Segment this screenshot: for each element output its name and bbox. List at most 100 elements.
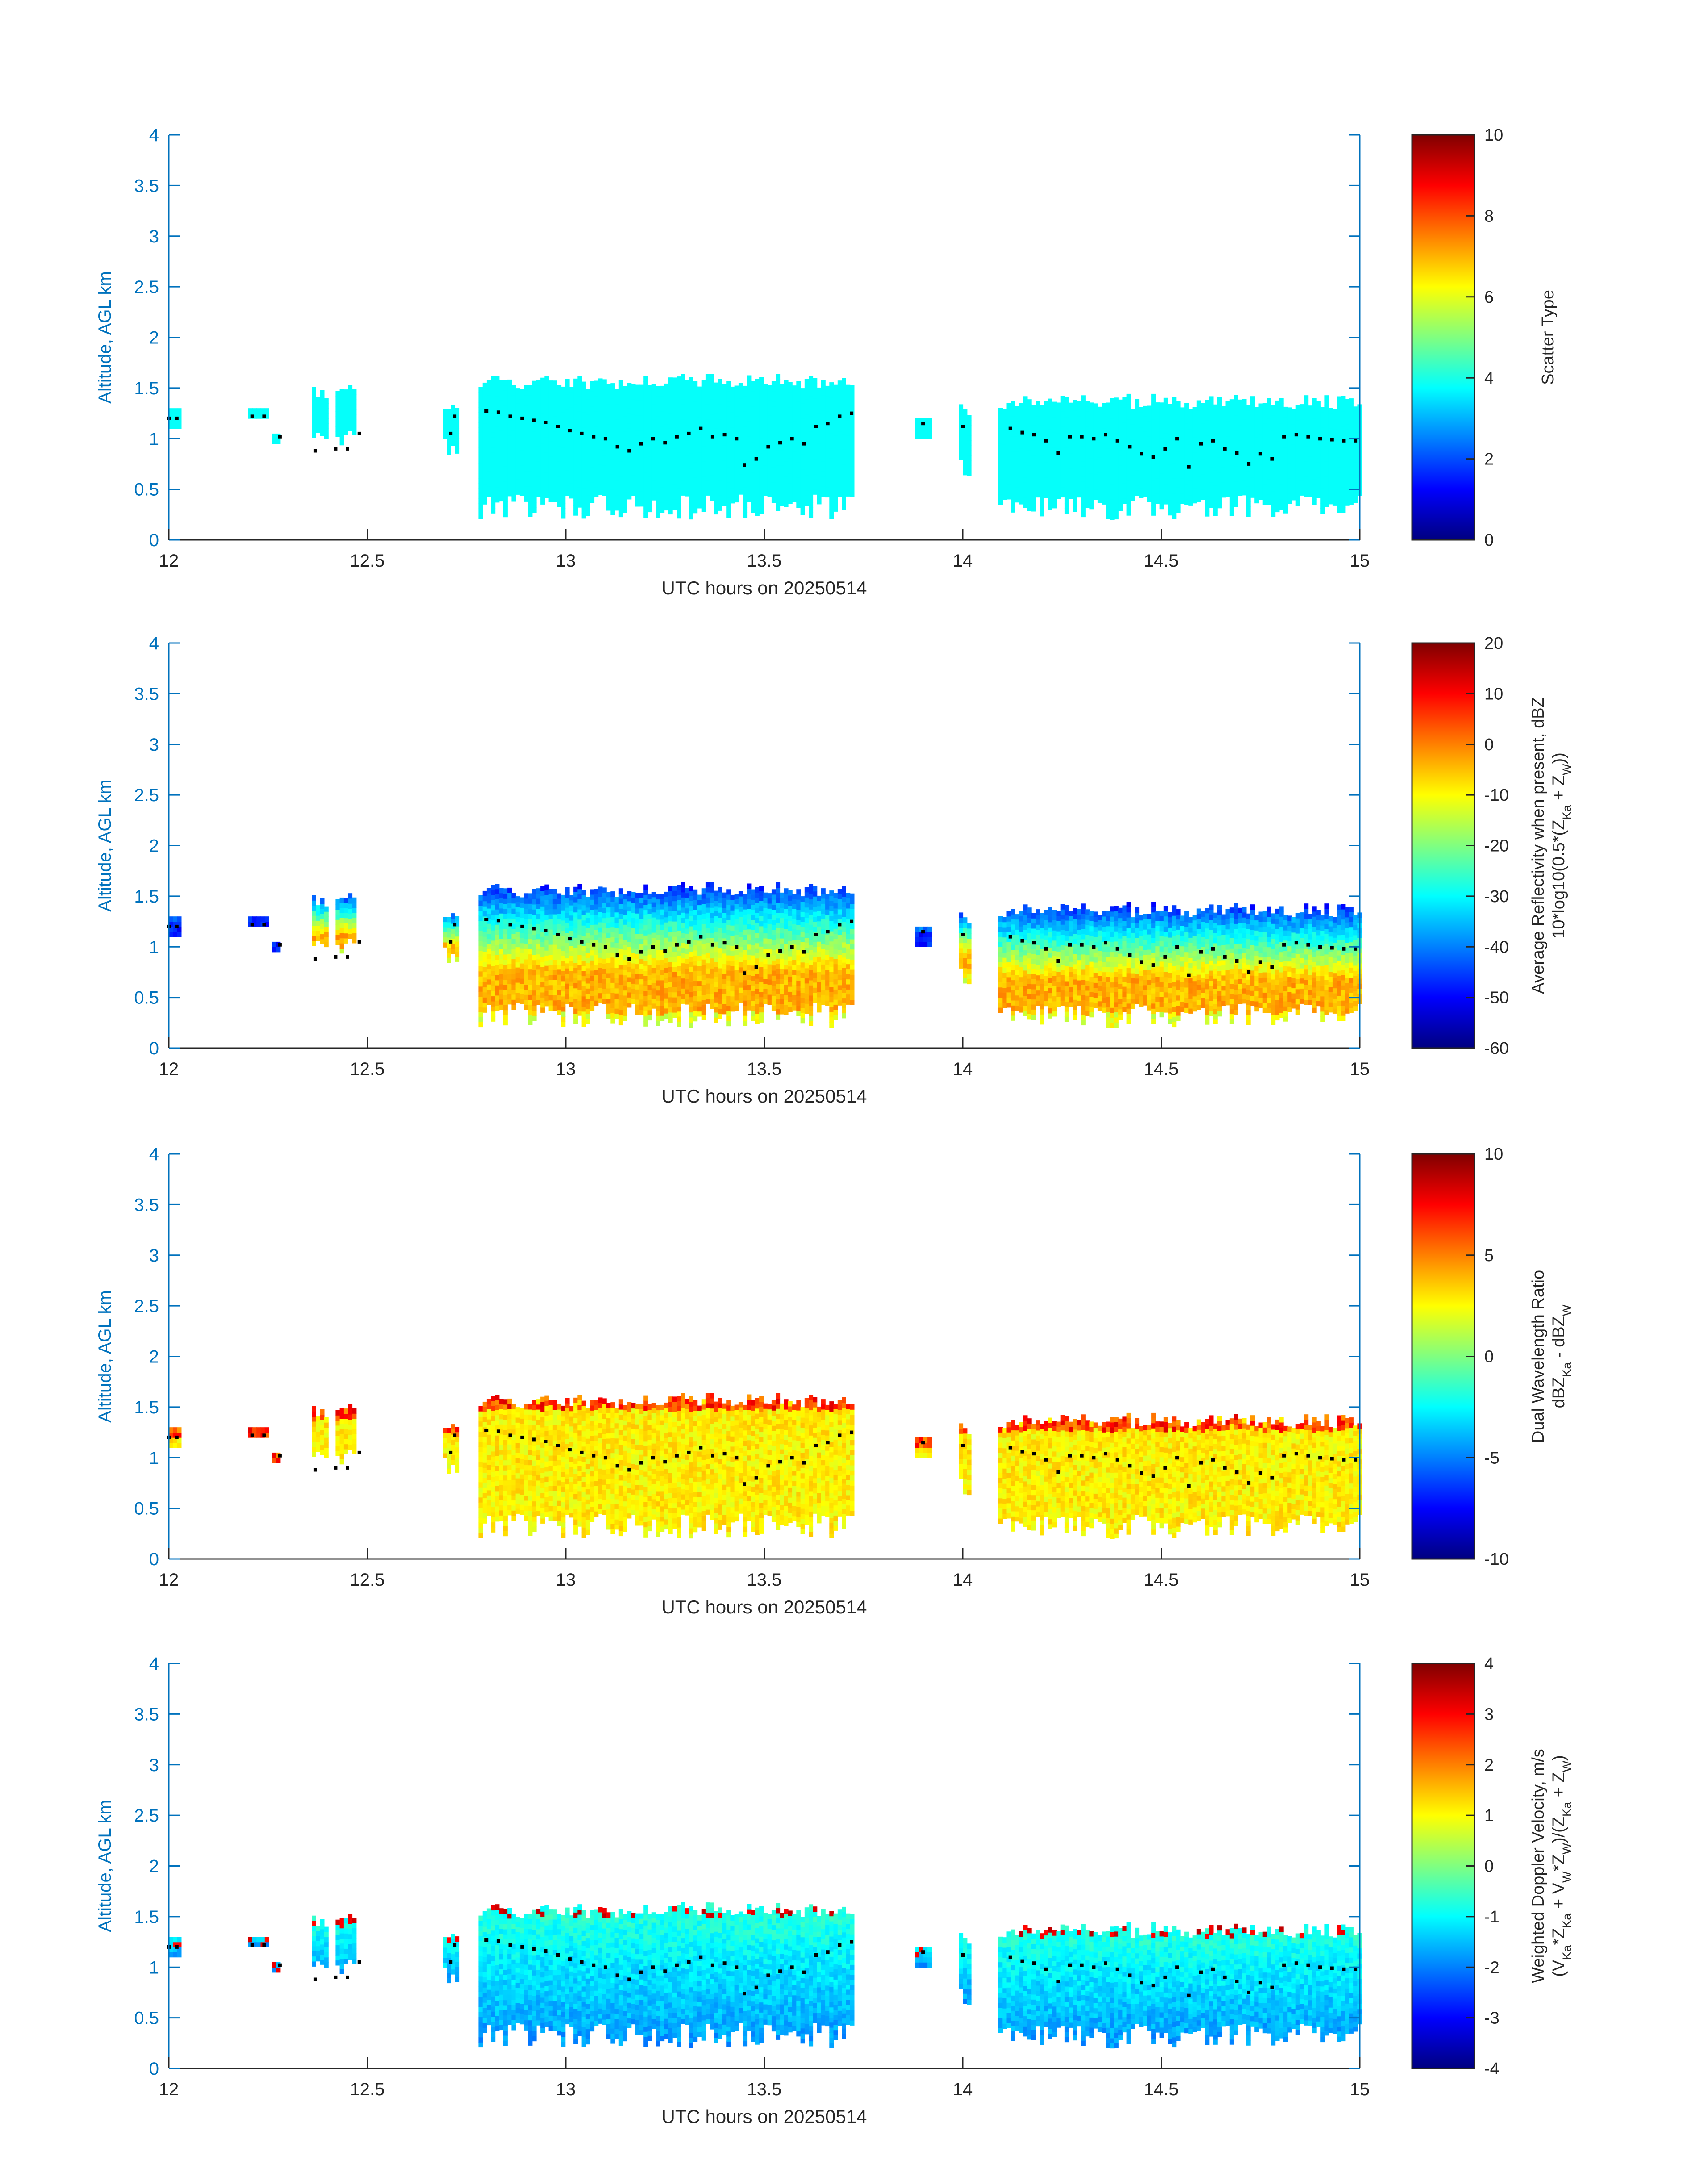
- heatmap-cell: [837, 421, 842, 426]
- heatmap-cell: [447, 409, 451, 414]
- heatmap-cell: [544, 975, 549, 981]
- heatmap-cell: [1110, 489, 1115, 495]
- heatmap-cell: [324, 423, 329, 429]
- heatmap-cell: [776, 481, 781, 486]
- heatmap-cell: [540, 997, 545, 1003]
- heatmap-cell: [173, 418, 178, 424]
- heatmap-cell: [751, 401, 756, 407]
- heatmap-cell: [1118, 506, 1123, 511]
- cloud-base-point: [262, 414, 266, 418]
- heatmap-cell: [1328, 484, 1333, 489]
- heatmap-cell: [1093, 464, 1098, 470]
- heatmap-cell: [276, 439, 281, 444]
- heatmap-cell: [660, 426, 665, 432]
- heatmap-cell: [486, 979, 491, 985]
- heatmap-cell: [1118, 414, 1123, 420]
- heatmap-cell: [821, 420, 826, 426]
- cloud-base-point: [802, 442, 806, 446]
- heatmap-cell: [548, 949, 553, 955]
- heatmap-cell: [718, 444, 722, 450]
- heatmap-cell: [503, 1020, 508, 1026]
- heatmap-cell: [519, 928, 524, 933]
- heatmap-cell: [998, 474, 1003, 480]
- heatmap-cell: [1159, 438, 1164, 443]
- heatmap-cell: [1106, 428, 1111, 434]
- heatmap-cell: [842, 454, 846, 460]
- heatmap-cell: [1324, 486, 1329, 492]
- heatmap-cell: [1110, 428, 1115, 434]
- heatmap-cell: [1089, 433, 1094, 439]
- heatmap-cell: [1349, 434, 1354, 439]
- heatmap-cell: [651, 444, 656, 450]
- heatmap-cell: [618, 415, 623, 421]
- heatmap-cell: [825, 436, 830, 442]
- heatmap-cell: [1176, 441, 1181, 447]
- heatmap-cell: [1238, 414, 1243, 420]
- heatmap-cell: [1205, 460, 1210, 466]
- heatmap-cell: [967, 435, 972, 441]
- heatmap-cell: [1271, 481, 1276, 487]
- heatmap-cell: [447, 952, 451, 958]
- heatmap-cell: [780, 501, 785, 506]
- heatmap-cell: [1188, 429, 1193, 435]
- heatmap-cell: [1291, 490, 1296, 496]
- heatmap-cell: [1254, 468, 1259, 473]
- heatmap-cell: [689, 438, 693, 444]
- heatmap-cell: [503, 969, 508, 975]
- heatmap-cell: [755, 485, 760, 491]
- heatmap-cell: [1077, 426, 1082, 432]
- heatmap-cell: [552, 451, 557, 457]
- heatmap-cell: [565, 465, 570, 471]
- heatmap-cell: [776, 440, 781, 446]
- heatmap-cell: [524, 898, 529, 904]
- heatmap-cell: [738, 443, 743, 449]
- heatmap-cell: [635, 466, 640, 472]
- heatmap-cell: [771, 406, 776, 412]
- heatmap-cell: [1304, 486, 1309, 492]
- heatmap-cell: [1168, 495, 1173, 501]
- heatmap-cell: [1073, 496, 1077, 502]
- heatmap-cell: [585, 500, 590, 506]
- heatmap-cell: [1085, 487, 1090, 493]
- heatmap-cell: [1159, 489, 1164, 494]
- heatmap-cell: [495, 985, 500, 991]
- heatmap-cell: [755, 430, 760, 435]
- heatmap-cell: [1275, 507, 1280, 513]
- cloud-base-point: [603, 437, 607, 441]
- heatmap-cell: [651, 464, 656, 470]
- heatmap-cell: [1002, 424, 1007, 430]
- heatmap-cell: [1044, 411, 1048, 417]
- heatmap-cell: [738, 454, 743, 460]
- heatmap-cell: [1036, 451, 1040, 457]
- heatmap-cell: [519, 490, 524, 496]
- heatmap-cell: [1040, 455, 1044, 461]
- heatmap-cell: [1073, 415, 1077, 421]
- heatmap-cell: [557, 430, 562, 436]
- heatmap-cell: [800, 393, 805, 399]
- heatmap-cell: [1114, 463, 1119, 469]
- heatmap-cell: [1196, 426, 1201, 431]
- cloud-base-point: [1056, 451, 1060, 455]
- heatmap-cell: [610, 408, 615, 414]
- heatmap-cell: [1283, 427, 1288, 433]
- heatmap-cell: [837, 492, 842, 497]
- heatmap-cell: [503, 497, 508, 502]
- heatmap-cell: [499, 476, 504, 481]
- heatmap-cell: [1122, 447, 1127, 453]
- heatmap-cell: [503, 405, 508, 411]
- heatmap-cell: [1143, 446, 1148, 452]
- heatmap-cell: [507, 979, 512, 985]
- heatmap-cell: [705, 455, 710, 460]
- heatmap-cell: [1287, 473, 1292, 479]
- heatmap-cell: [1279, 418, 1284, 424]
- heatmap-cell: [602, 445, 607, 451]
- heatmap-cell: [495, 980, 500, 986]
- heatmap-cell: [1267, 403, 1271, 409]
- heatmap-cell: [643, 493, 648, 498]
- heatmap-cell: [660, 406, 665, 412]
- heatmap-cell: [718, 399, 722, 405]
- heatmap-cell: [1254, 417, 1259, 422]
- heatmap-cell: [532, 451, 537, 457]
- heatmap-cell: [726, 452, 731, 458]
- heatmap-cell: [755, 424, 760, 430]
